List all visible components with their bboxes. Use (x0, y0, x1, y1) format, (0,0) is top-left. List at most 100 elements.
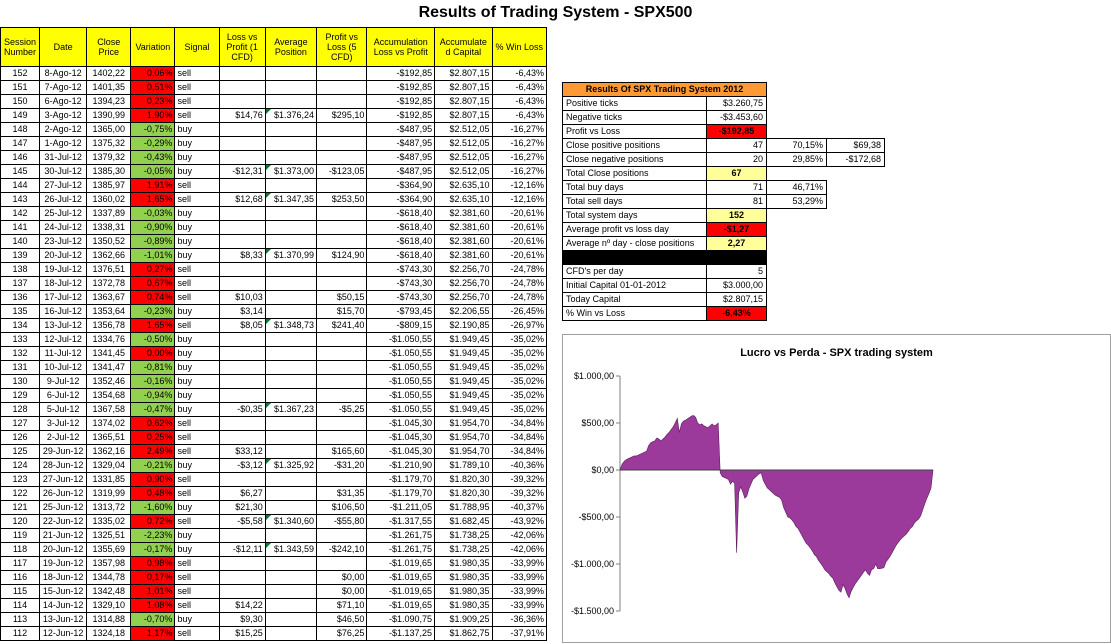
cell-profit-vs-loss (316, 262, 368, 277)
cell-date: 12-Jun-12 (38, 626, 88, 641)
cell-profit-vs-loss (316, 528, 368, 543)
summary-value: 152 (706, 208, 767, 223)
table-row: 128 5-Jul-12 1367,58 -0,47% buy -$0,35 $1.367,… (0, 402, 548, 417)
cell-close-price: 1350,52 (86, 234, 132, 249)
summary-value: -$3.453,60 (706, 110, 767, 125)
cell-signal: sell (174, 598, 220, 613)
cell-session-number: 132 (0, 346, 40, 361)
cell-session-number: 151 (0, 80, 40, 95)
cell-signal: buy (174, 360, 220, 375)
cell-accumulated-capital: $2.256,70 (434, 262, 493, 277)
cell-accumulated-capital: $2.807,15 (434, 94, 493, 109)
cell-accumulation: -$618,40 (366, 220, 436, 235)
cell-win-loss: -6,43% (491, 94, 548, 109)
cell-accumulated-capital: $1.909,25 (434, 612, 493, 627)
cell-win-loss: -35,02% (491, 388, 548, 403)
cell-signal: buy (174, 500, 220, 515)
cell-win-loss: -34,84% (491, 416, 548, 431)
cell-signal: buy (174, 388, 220, 403)
cell-profit-vs-loss: $71,10 (316, 598, 368, 613)
cell-win-loss: -37,91% (491, 626, 548, 641)
cell-average-position: $1.348,73 (264, 318, 318, 333)
cell-profit-vs-loss (316, 346, 368, 361)
cell-accumulation: -$1.019,65 (366, 598, 436, 613)
table-row: 113 13-Jun-12 1314,88 -0,70% buy $9,30 $46,50-… (0, 612, 548, 627)
cell-signal: sell (174, 192, 220, 207)
cell-variation: 0,06% (130, 66, 176, 81)
cell-close-price: 1325,51 (86, 528, 132, 543)
cell-session-number: 121 (0, 500, 40, 515)
cell-win-loss: -33,99% (491, 556, 548, 571)
summary-value: -6,43% (706, 306, 767, 321)
y-tick-label: -$500,00 (578, 512, 614, 522)
cell-signal: sell (174, 416, 220, 431)
table-row: 146 31-Jul-12 1379,32 -0,43% buy -$487,95 $2.5… (0, 150, 548, 165)
cell-close-price: 1357,98 (86, 556, 132, 571)
cell-accumulated-capital: $1.738,25 (434, 528, 493, 543)
cell-close-price: 1334,76 (86, 332, 132, 347)
cell-accumulation: -$1.211,05 (366, 500, 436, 515)
cell-loss-vs-profit: $9,30 (218, 612, 266, 627)
cell-accumulation: -$487,95 (366, 122, 436, 137)
cell-date: 6-Jul-12 (38, 388, 88, 403)
cell-win-loss: -33,99% (491, 584, 548, 599)
cell-win-loss: -12,16% (491, 192, 548, 207)
col-header-average-position: Average Position (264, 27, 318, 67)
cell-win-loss: -36,36% (491, 612, 548, 627)
summary-label: Negative ticks (562, 110, 707, 125)
summary-row: CFD's per day 5 (562, 264, 885, 279)
cell-session-number: 137 (0, 276, 40, 291)
cell-average-position (264, 276, 318, 291)
cell-close-price: 1379,32 (86, 150, 132, 165)
cell-loss-vs-profit: $8,05 (218, 318, 266, 333)
cell-accumulated-capital: $2.190,85 (434, 318, 493, 333)
cell-profit-vs-loss: $106,50 (316, 500, 368, 515)
cell-accumulation: -$618,40 (366, 248, 436, 263)
cell-average-position (264, 486, 318, 501)
cell-profit-vs-loss: -$5,25 (316, 402, 368, 417)
table-row: 151 7-Ago-12 1401,35 0,51% sell -$192,85 $2.80… (0, 80, 548, 95)
cell-average-position (264, 360, 318, 375)
cell-close-price: 1331,85 (86, 472, 132, 487)
cell-date: 29-Jun-12 (38, 444, 88, 459)
cell-close-price: 1353,64 (86, 304, 132, 319)
summary-row: Negative ticks -$3.453,60 (562, 110, 885, 125)
cell-accumulation: -$1.045,30 (366, 430, 436, 445)
cell-profit-vs-loss (316, 430, 368, 445)
table-row: 125 29-Jun-12 1362,16 2,49% sell $33,12 $165,6… (0, 444, 548, 459)
cell-loss-vs-profit (218, 276, 266, 291)
cell-accumulated-capital: $2.381,60 (434, 220, 493, 235)
cell-date: 28-Jun-12 (38, 458, 88, 473)
cell-average-position (264, 304, 318, 319)
cell-accumulation: -$1.019,65 (366, 556, 436, 571)
cell-accumulation: -$1.019,65 (366, 570, 436, 585)
cell-signal: sell (174, 178, 220, 193)
cell-accumulated-capital: $2.512,05 (434, 122, 493, 137)
cell-profit-vs-loss (316, 374, 368, 389)
cell-accumulation: -$192,85 (366, 80, 436, 95)
summary-value (827, 293, 885, 307)
cell-accumulated-capital: $2.807,15 (434, 80, 493, 95)
cell-variation: -0,89% (130, 234, 176, 249)
cell-date: 17-Jul-12 (38, 290, 88, 305)
table-row: 149 3-Ago-12 1390,99 1,90% sell $14,76 $1.376,… (0, 108, 548, 123)
summary-label: Close negative positions (562, 152, 707, 167)
cell-signal: buy (174, 150, 220, 165)
cell-accumulated-capital: $1.820,30 (434, 472, 493, 487)
cell-signal: buy (174, 332, 220, 347)
summary-value (827, 195, 885, 209)
summary-value (767, 97, 827, 111)
cell-variation: -0,47% (130, 402, 176, 417)
cell-date: 9-Jul-12 (38, 374, 88, 389)
table-row: 144 27-Jul-12 1385,97 1,91% sell -$364,90 $2.6… (0, 178, 548, 193)
cell-session-number: 146 (0, 150, 40, 165)
cell-accumulation: -$1.261,75 (366, 528, 436, 543)
cell-win-loss: -33,99% (491, 598, 548, 613)
cell-session-number: 123 (0, 472, 40, 487)
cell-session-number: 141 (0, 220, 40, 235)
cell-loss-vs-profit (218, 584, 266, 599)
summary-value: 5 (706, 264, 767, 279)
cell-profit-vs-loss (316, 472, 368, 487)
cell-variation: -0,94% (130, 388, 176, 403)
cell-close-price: 1375,32 (86, 136, 132, 151)
